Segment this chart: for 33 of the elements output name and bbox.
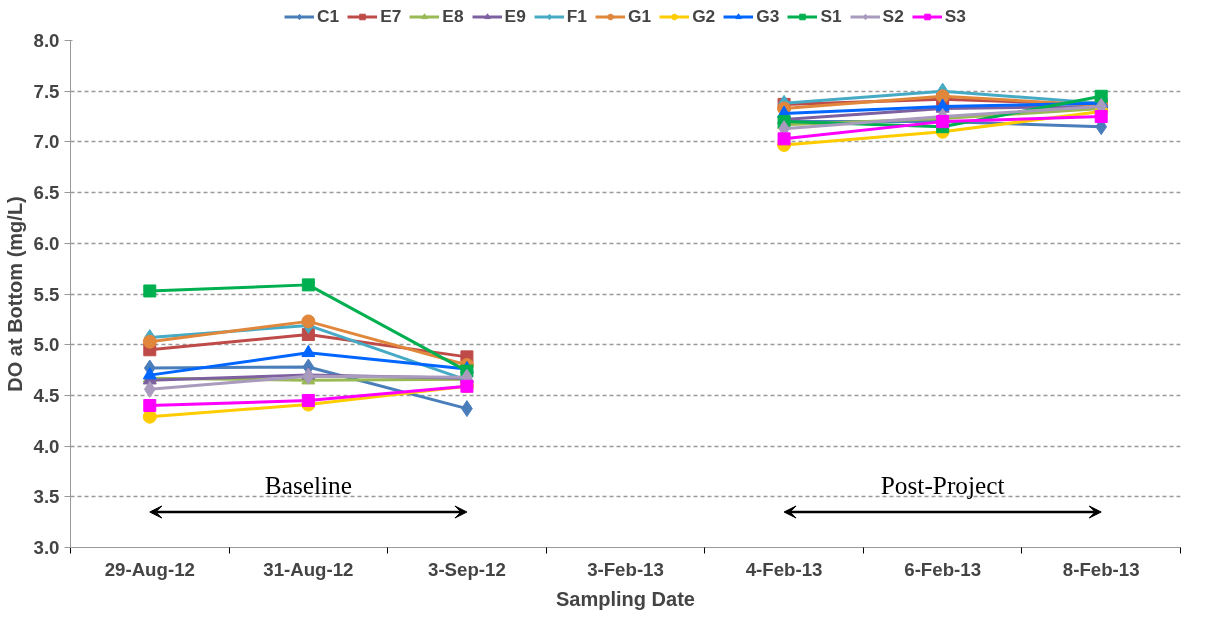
x-tick-label: 31-Aug-12 <box>263 558 354 580</box>
y-tick-label: 4.0 <box>33 435 60 457</box>
x-tick-label: 4-Feb-13 <box>745 558 823 580</box>
y-tick-label: 4.5 <box>33 384 60 406</box>
annotation: Baseline <box>264 471 352 500</box>
y-axis-title: DO at Bottom (mg/L) <box>3 196 26 392</box>
legend-label: S3 <box>944 5 966 27</box>
legend-label: F1 <box>566 5 588 27</box>
x-tick-label: 29-Aug-12 <box>104 558 195 580</box>
x-tick-label: 3-Sep-12 <box>428 558 506 580</box>
annotation: Post-Project <box>880 471 1005 500</box>
y-tick-label: 6.0 <box>33 232 60 254</box>
y-tick-label: 3.0 <box>33 537 60 558</box>
x-tick-label: 3-Feb-13 <box>587 558 664 580</box>
legend-label: S1 <box>820 5 842 27</box>
x-tick-label: 6-Feb-13 <box>904 558 982 580</box>
y-tick-label: 5.5 <box>33 283 60 305</box>
legend-label: G1 <box>628 5 652 27</box>
legend-label: G2 <box>692 5 716 27</box>
y-tick-label: 6.5 <box>33 182 60 204</box>
legend-label: C1 <box>317 5 340 27</box>
y-tick-label: 8.0 <box>33 30 60 51</box>
y-tick-label: 7.5 <box>33 80 60 102</box>
legend-label: G3 <box>756 5 780 27</box>
x-tick-label: 8-Feb-13 <box>1062 558 1140 580</box>
legend-label: S2 <box>882 5 904 27</box>
y-tick-label: 7.0 <box>33 131 60 153</box>
legend-label: E7 <box>380 5 402 27</box>
legend-label: E9 <box>504 5 526 27</box>
y-tick-label: 5.0 <box>33 334 60 356</box>
x-axis-title: Sampling Date <box>556 587 695 610</box>
y-tick-label: 3.5 <box>33 486 60 508</box>
legend-label: E8 <box>442 5 464 27</box>
